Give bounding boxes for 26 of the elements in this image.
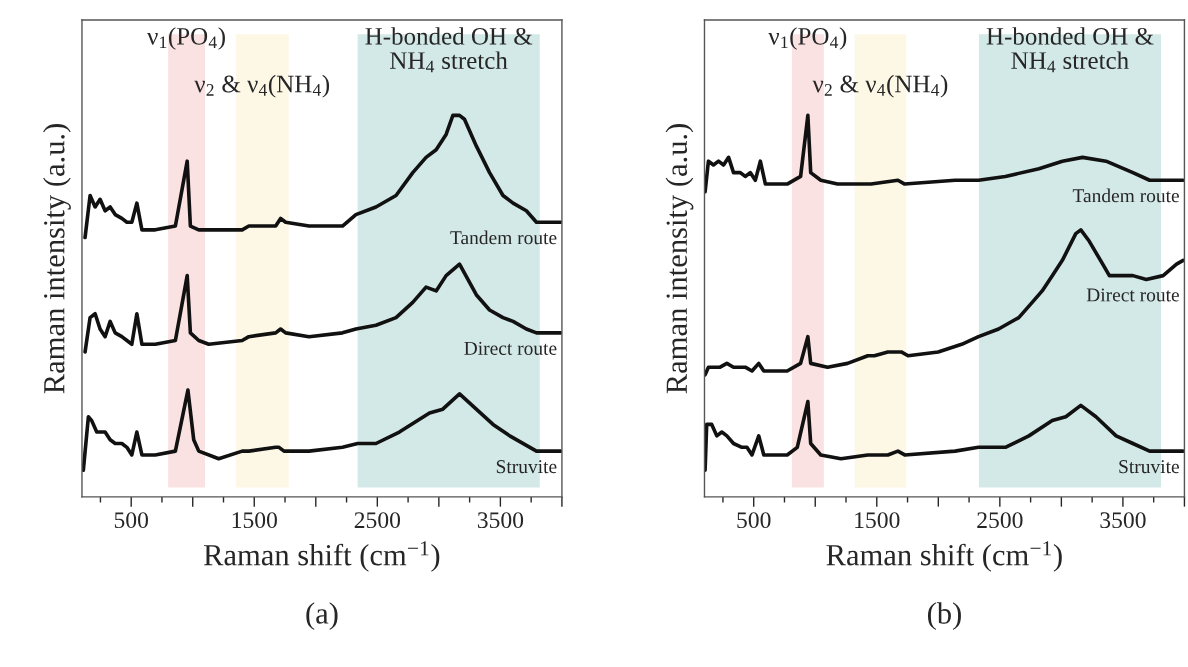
- band-label: H-bonded OH & NH$_{4}$ stretch: [986, 27, 1154, 73]
- y-axis-title: Raman intensity (a.u.): [43, 124, 71, 394]
- series-label: Tandem route: [450, 230, 557, 245]
- series-label: Struvite: [1119, 460, 1179, 474]
- series-label: Struvite: [496, 460, 557, 474]
- x-tick-label: 2500: [354, 512, 401, 529]
- x-tick-label: 3500: [477, 512, 524, 529]
- x-tick-label: 500: [114, 512, 149, 529]
- band-label: ν$_{1}$(PO$_{4}$): [147, 27, 225, 50]
- x-axis-title: Raman shift (cm$^{−1}$): [203, 541, 440, 572]
- x-tick-label: 3500: [1100, 512, 1146, 529]
- x-tick-label: 2500: [977, 512, 1023, 529]
- band-label: ν$_{2}$ & ν$_{4}$(NH$_{4}$): [812, 74, 948, 98]
- band-label: ν$_{1}$(PO$_{4}$): [768, 27, 847, 50]
- series-label: Direct route: [464, 341, 557, 355]
- x-tick-label: 500: [737, 512, 771, 529]
- text: (b): [927, 602, 961, 630]
- x-tick-label: 1500: [232, 512, 277, 529]
- band-label: ν$_{2}$ & ν$_{4}$(NH$_{4}$): [194, 74, 330, 98]
- text: (a): [306, 602, 338, 630]
- band-label: H-bonded OH & NH$_{4}$ stretch: [365, 27, 533, 73]
- series-label: Tandem route: [1072, 188, 1179, 203]
- x-axis-title: Raman shift (cm$^{−1}$): [826, 541, 1062, 572]
- x-tick-label: 1500: [855, 512, 900, 529]
- series-label: Direct route: [1086, 288, 1179, 302]
- y-axis-title: Raman intensity (a.u.): [665, 124, 694, 394]
